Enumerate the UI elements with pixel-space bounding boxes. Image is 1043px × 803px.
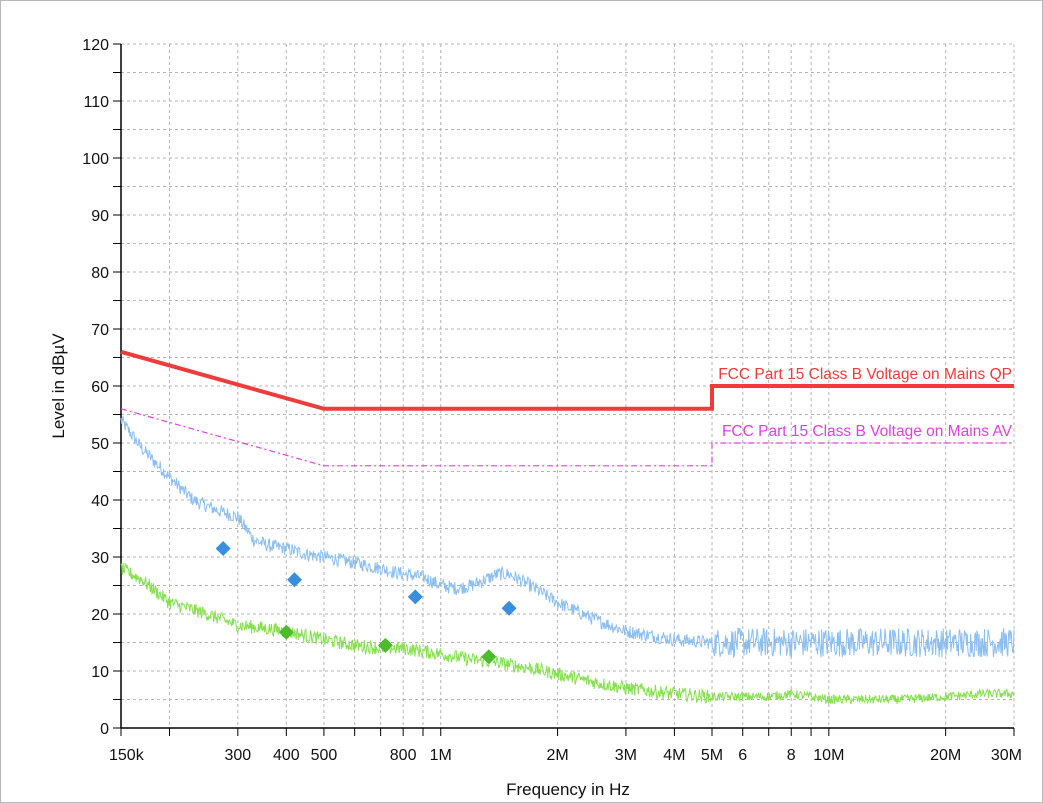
y-tick-label: 40: [91, 493, 109, 510]
x-tick-label: 500: [311, 747, 338, 764]
measurement-marker: [287, 572, 303, 588]
y-tick-label: 0: [100, 721, 109, 738]
x-tick-label: 2M: [546, 747, 568, 764]
y-tick-label: 110: [83, 94, 109, 111]
measurement-marker: [501, 600, 517, 616]
measurement-marker: [407, 589, 423, 605]
x-tick-label: 5M: [701, 747, 723, 764]
x-tick-label: 30M: [991, 747, 1022, 764]
y-tick-label: 90: [91, 208, 109, 225]
x-tick-label: 6: [738, 747, 747, 764]
y-tick-label: 30: [91, 550, 109, 567]
measurement-marker: [278, 624, 294, 640]
y-tick-label: 10: [91, 664, 109, 681]
x-tick-label: 4M: [663, 747, 685, 764]
measurement-marker: [215, 540, 231, 556]
axes: [113, 43, 1015, 736]
y-tick-label: 60: [91, 379, 109, 396]
x-tick-label: 300: [224, 747, 251, 764]
x-axis-title: Frequency in Hz: [506, 780, 630, 799]
av-limit-line: [120, 408, 1014, 467]
measurement-marker: [377, 637, 393, 653]
x-tick-label: 3M: [615, 747, 637, 764]
scan-trace-3: [120, 562, 1015, 705]
y-axis-title: Level in dBµV: [49, 333, 68, 439]
measurement-marker: [481, 649, 497, 665]
axis-labels: 0 10 20 30 40 50 60 70 80 90 100 110 120 150k 300 400 50…: [82, 37, 1022, 764]
y-tick-label: 70: [91, 322, 109, 339]
x-tick-label: 1M: [430, 747, 452, 764]
x-tick-label: 10M: [813, 747, 844, 764]
y-tick-label: 50: [91, 436, 109, 453]
x-tick-label: 8: [787, 747, 796, 764]
x-tick-label: 800: [390, 747, 417, 764]
y-tick-label: 120: [82, 37, 109, 54]
qp-limit-line: [120, 349, 1014, 411]
y-tick-label: 20: [91, 607, 109, 624]
y-tick-label: 80: [91, 265, 109, 282]
av-limit-label: FCC Part 15 Class B Voltage on Mains AV: [722, 423, 1013, 440]
y-tick-label: 100: [82, 151, 109, 168]
plot-series: [120, 349, 1015, 705]
x-tick-label: 400: [273, 747, 300, 764]
x-tick-label: 20M: [930, 747, 961, 764]
qp-limit-label: FCC Part 15 Class B Voltage on Mains QP: [718, 366, 1012, 383]
scan-trace-2: [120, 416, 1015, 659]
x-tick-label: 150k: [109, 747, 145, 764]
